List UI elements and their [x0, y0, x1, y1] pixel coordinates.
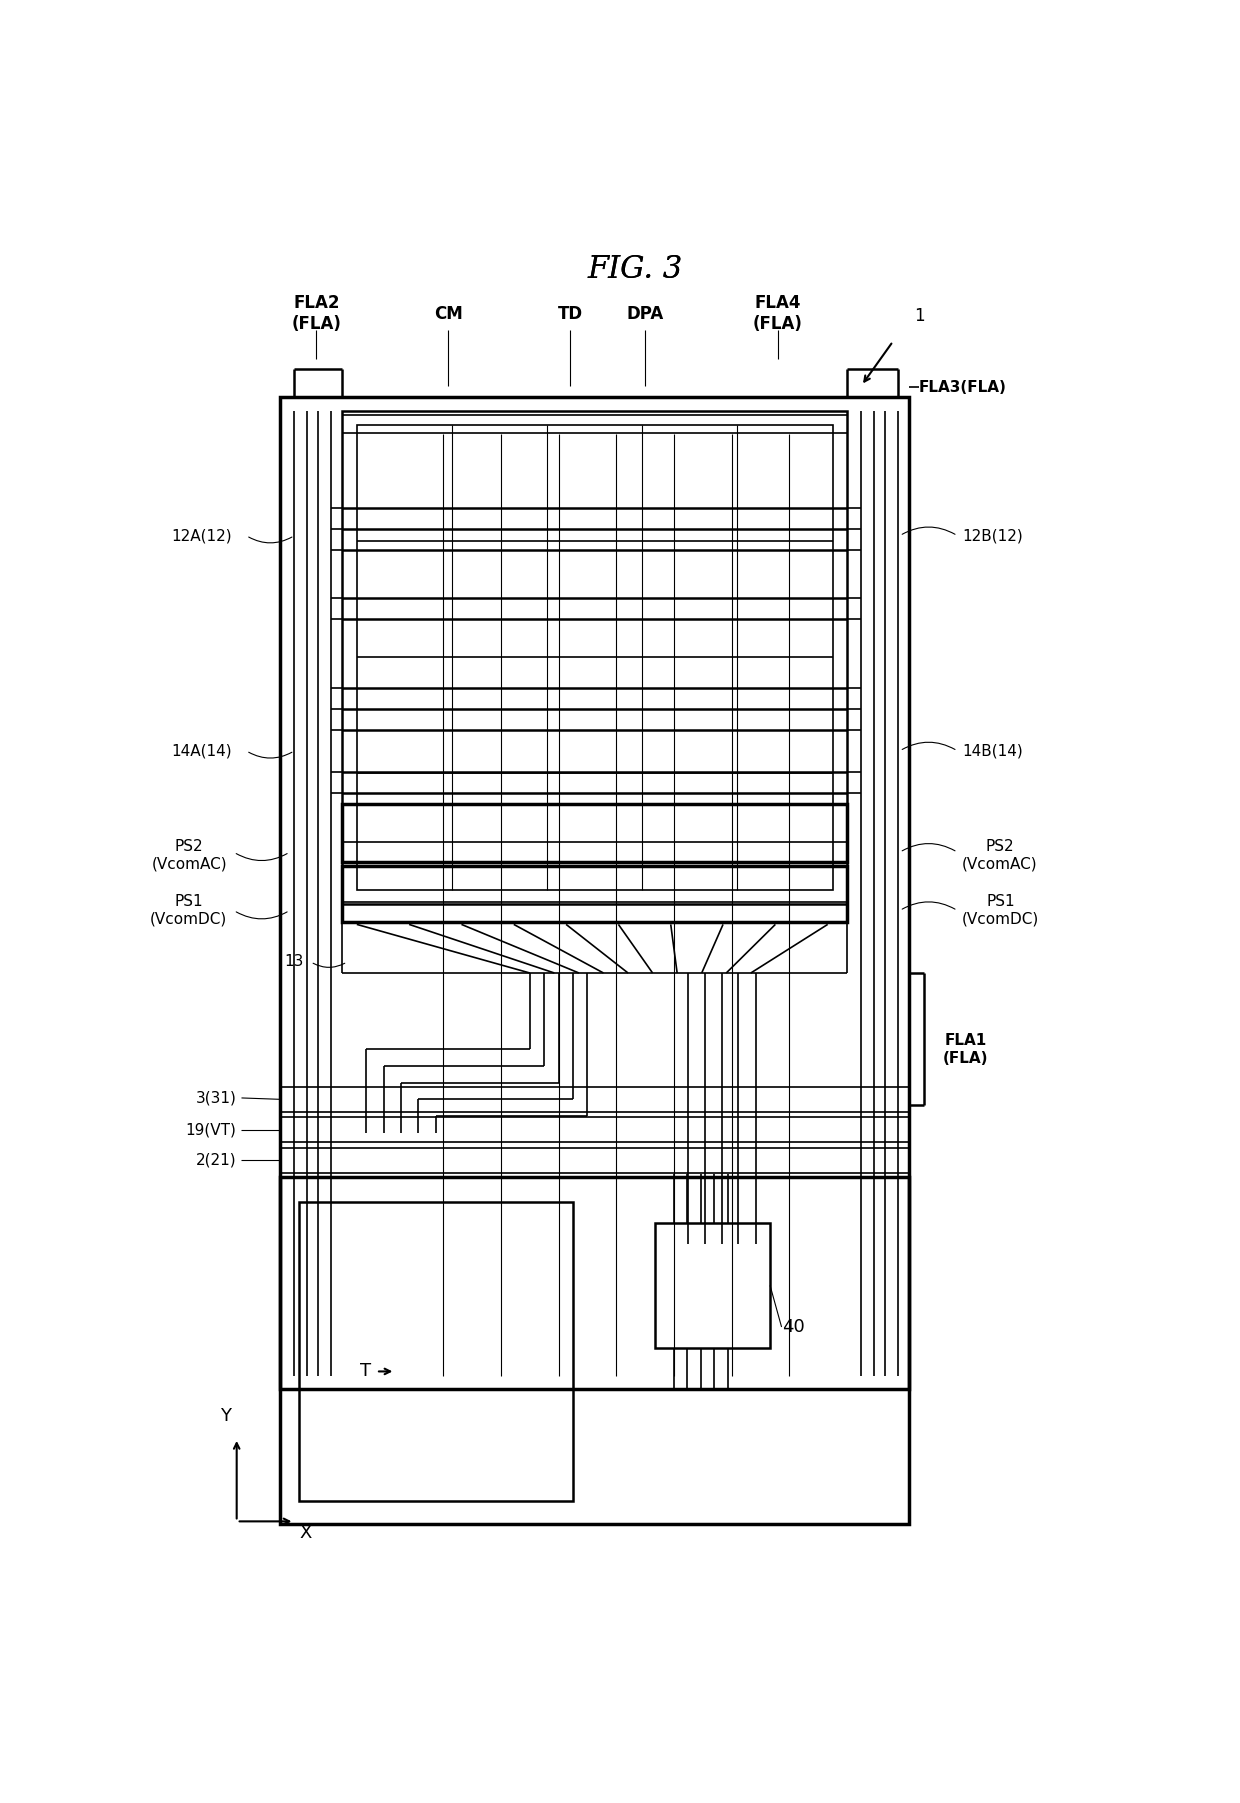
Text: 13: 13 — [285, 954, 304, 970]
Text: FLA4
(FLA): FLA4 (FLA) — [753, 294, 802, 334]
Text: TD: TD — [558, 305, 583, 323]
Bar — [280, 1087, 909, 1112]
Text: FIG. 3: FIG. 3 — [588, 254, 683, 285]
Bar — [280, 1118, 909, 1143]
Text: T: T — [360, 1363, 371, 1381]
Bar — [280, 1149, 909, 1174]
Bar — [342, 865, 847, 921]
Text: FLA1
(FLA): FLA1 (FLA) — [942, 1033, 988, 1066]
Text: 2(21): 2(21) — [196, 1152, 237, 1168]
Text: PS2
(VcomAC): PS2 (VcomAC) — [962, 838, 1038, 871]
Bar — [280, 1177, 909, 1524]
Bar — [299, 1203, 573, 1500]
Bar — [655, 1222, 770, 1349]
Text: PS1
(VcomDC): PS1 (VcomDC) — [962, 894, 1039, 927]
Text: CM: CM — [434, 305, 463, 323]
Bar — [342, 411, 847, 903]
Text: PS2
(VcomAC): PS2 (VcomAC) — [151, 838, 227, 871]
Text: 3(31): 3(31) — [196, 1091, 237, 1105]
Bar — [342, 804, 847, 862]
Text: 19(VT): 19(VT) — [186, 1123, 237, 1138]
Text: 40: 40 — [782, 1318, 805, 1336]
Text: 1: 1 — [914, 307, 925, 325]
Text: FLA2
(FLA): FLA2 (FLA) — [291, 294, 341, 334]
Text: X: X — [300, 1524, 312, 1542]
Text: DPA: DPA — [626, 305, 663, 323]
Bar — [357, 424, 832, 889]
Text: 14B(14): 14B(14) — [962, 743, 1023, 759]
Text: Y: Y — [219, 1408, 231, 1426]
Text: 12B(12): 12B(12) — [962, 528, 1023, 543]
Text: FLA3(FLA): FLA3(FLA) — [919, 380, 1007, 395]
Text: 14A(14): 14A(14) — [171, 743, 232, 759]
Bar — [280, 397, 909, 1390]
Text: PS1
(VcomDC): PS1 (VcomDC) — [150, 894, 227, 927]
Text: FIG. 3: FIG. 3 — [588, 254, 683, 285]
Text: 12A(12): 12A(12) — [171, 528, 232, 543]
